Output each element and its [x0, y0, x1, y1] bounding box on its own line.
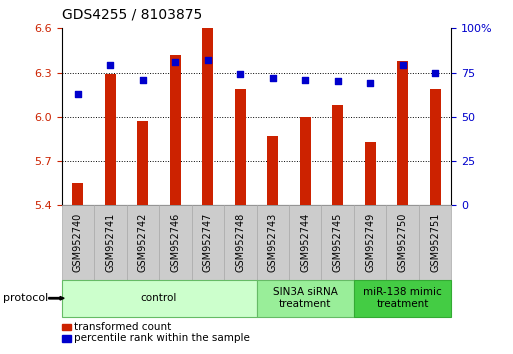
Bar — [202, 28, 213, 205]
Text: GSM952749: GSM952749 — [365, 213, 375, 272]
Text: GSM952742: GSM952742 — [138, 213, 148, 272]
Text: GSM952746: GSM952746 — [170, 213, 180, 272]
Text: GSM952745: GSM952745 — [333, 213, 343, 272]
Text: miR-138 mimic
treatment: miR-138 mimic treatment — [363, 287, 442, 309]
Point — [366, 80, 374, 86]
Point — [301, 77, 309, 82]
Bar — [365, 142, 376, 205]
Bar — [397, 61, 408, 205]
Point — [269, 75, 277, 81]
Bar — [234, 89, 246, 205]
Point — [333, 79, 342, 84]
Text: GSM952748: GSM952748 — [235, 213, 245, 272]
Bar — [72, 183, 84, 205]
Bar — [170, 55, 181, 205]
Point — [171, 59, 180, 65]
Bar — [300, 117, 311, 205]
Text: GSM952743: GSM952743 — [268, 213, 278, 272]
Text: GSM952751: GSM952751 — [430, 213, 440, 272]
Text: GSM952750: GSM952750 — [398, 213, 408, 272]
Point — [204, 57, 212, 63]
Text: GSM952744: GSM952744 — [300, 213, 310, 272]
Text: protocol: protocol — [3, 293, 48, 303]
Point — [399, 63, 407, 68]
Text: GDS4255 / 8103875: GDS4255 / 8103875 — [62, 7, 202, 21]
Bar — [332, 105, 343, 205]
Text: control: control — [141, 293, 177, 303]
Point — [431, 70, 439, 75]
Point — [74, 91, 82, 97]
Bar — [137, 121, 148, 205]
Point — [106, 63, 114, 68]
Text: GSM952740: GSM952740 — [73, 213, 83, 272]
Point — [236, 72, 244, 77]
Text: GSM952741: GSM952741 — [105, 213, 115, 272]
Text: SIN3A siRNA
treatment: SIN3A siRNA treatment — [273, 287, 338, 309]
Bar — [105, 74, 116, 205]
Text: GSM952747: GSM952747 — [203, 213, 213, 272]
Point — [139, 77, 147, 82]
Bar — [429, 89, 441, 205]
Bar — [267, 136, 279, 205]
Text: transformed count: transformed count — [74, 322, 172, 332]
Text: percentile rank within the sample: percentile rank within the sample — [74, 333, 250, 343]
